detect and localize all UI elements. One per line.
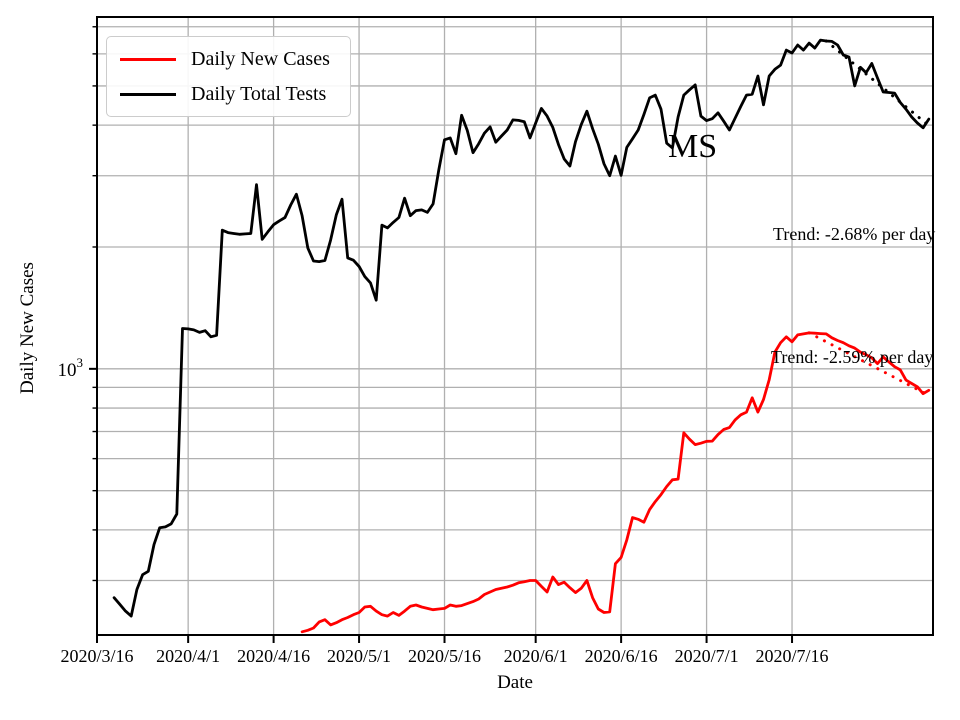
legend-label: Daily Total Tests [191, 83, 327, 105]
legend-item-daily-total-tests: Daily Total Tests [120, 81, 330, 107]
red-line-swatch-icon [120, 57, 176, 61]
series-line-daily-new-cases [300, 331, 931, 634]
axis-tick-labels: 2020/3/16 2020/4/1 2020/4/16 2020/5/1 2020/5… [58, 355, 829, 666]
data-series [112, 38, 931, 634]
plot-border [96, 16, 934, 636]
x-tick-label: 2020/3/16 [60, 646, 133, 666]
x-tick-label: 2020/7/16 [756, 646, 829, 666]
x-tick-label: 2020/6/16 [585, 646, 658, 666]
y-tick-label: 103 [58, 355, 84, 381]
y-axis-title: Daily New Cases [17, 262, 38, 394]
trend-line-cases [807, 331, 931, 397]
trend-line-tests [824, 39, 931, 128]
x-tick-label: 2020/5/16 [408, 646, 481, 666]
x-axis-title: Date [497, 672, 533, 693]
tests-trend-annotation: Trend: -2.68% per day [773, 224, 936, 244]
black-line-swatch-icon [120, 92, 176, 96]
legend: Daily New Cases Daily Total Tests [106, 36, 351, 117]
axis-ticks [89, 26, 794, 643]
x-tick-label: 2020/4/1 [156, 646, 220, 666]
trend-lines [807, 39, 931, 397]
cases-trend-annotation: Trend: -2.59% per day [771, 347, 934, 367]
x-tick-label: 2020/7/1 [675, 646, 739, 666]
legend-item-daily-new-cases: Daily New Cases [120, 46, 330, 72]
x-tick-label: 2020/4/16 [237, 646, 310, 666]
legend-label: Daily New Cases [191, 48, 330, 70]
plot-frame [96, 16, 934, 636]
state-label: MS [668, 128, 718, 165]
series-line-daily-total-tests [112, 38, 931, 618]
x-tick-label: 2020/5/1 [327, 646, 391, 666]
x-tick-label: 2020/6/1 [504, 646, 568, 666]
